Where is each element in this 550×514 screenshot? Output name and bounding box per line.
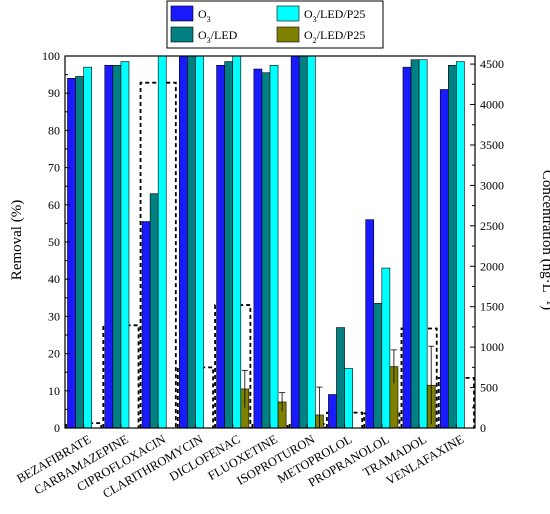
legend-label: O3 (198, 7, 211, 24)
y-tick-label: 10 (48, 384, 60, 398)
bar-o3-led-isoproturon (298, 55, 308, 429)
concentration-bar-metoprolol (326, 411, 364, 428)
y-tick-label: 60 (48, 198, 60, 212)
bar-o3-led-p25-diclofenac (232, 55, 242, 429)
error-bar-o2-led-p25-isoproturon (316, 386, 323, 428)
y2-tick-label: 1000 (480, 340, 504, 354)
bar-o3-led-p25-tramadol (418, 59, 428, 429)
legend-item-o2-led-p25: O2/LED/P25 (276, 26, 365, 45)
y-tick-label: 100 (42, 49, 60, 63)
y-tick-label: 40 (48, 272, 60, 286)
legend-item-o3-led: O3/LED (170, 26, 238, 45)
bar-o3-carbamazepine (104, 65, 114, 429)
y2-tick-label: 4000 (480, 98, 504, 112)
concentration-bar-propranolol (363, 412, 401, 428)
bar-o3-led-p25-carbamazepine (120, 61, 130, 429)
bar-o3-led-p25-propranolol (381, 267, 391, 429)
legend-label: O2/LED/P25 (304, 28, 365, 45)
y2-tick-label: 500 (480, 381, 498, 395)
legend-swatch (170, 26, 194, 43)
bar-o3-tramadol (402, 66, 412, 429)
bar-o3-led-venlafaxine (447, 65, 457, 429)
bar-o3-clarithromycin (179, 55, 188, 429)
legend-swatch (276, 5, 300, 22)
y2-tick-label: 2000 (480, 259, 504, 273)
bar-o3-fluoxetine (253, 68, 263, 429)
y-tick-label: 70 (48, 161, 60, 175)
y-tick-label: 0 (54, 421, 60, 435)
bar-o3-led-bezafibrate (75, 76, 84, 429)
bar-o3-venlafaxine (439, 89, 449, 429)
error-bar-o2-led-p25-propranolol (390, 349, 397, 384)
bar-o3-led-diclofenac (224, 61, 234, 429)
bar-o3-diclofenac (216, 65, 225, 429)
bar-o3-led-p25-ciprofloxacin (157, 55, 167, 429)
y2-tick-label: 1500 (480, 300, 504, 314)
bar-o3-led-p25-fluoxetine (269, 65, 279, 429)
bar-o3-led-carbamazepine (112, 65, 122, 429)
bar-o3-led-p25-venlafaxine (456, 61, 465, 429)
bar-o3-led-propranolol (373, 303, 383, 429)
bar-o3-led-tramadol (410, 59, 420, 429)
concentration-bar-ciprofloxacin (139, 81, 177, 428)
legend-label: O3/LED (198, 28, 238, 45)
legend-item-o3: O3 (170, 5, 211, 24)
y2-tick-label: 2500 (480, 219, 504, 233)
bar-o3-metoprolol (328, 394, 337, 429)
bar-o3-led-p25-isoproturon (306, 55, 316, 429)
legend-swatch (276, 26, 300, 43)
legend-swatch (170, 5, 194, 22)
error-bar-o2-led-p25-diclofenac (241, 369, 248, 408)
y-tick-label: 50 (48, 235, 60, 249)
removal-bars (67, 55, 465, 429)
error-bar-o2-led-p25-fluoxetine (279, 392, 286, 412)
y-tick-label: 90 (48, 86, 60, 100)
bar-o3-led-fluoxetine (261, 72, 271, 429)
y-tick-label: 20 (48, 347, 60, 361)
y-tick-label: 30 (48, 309, 60, 323)
y2-tick-label: 0 (480, 421, 486, 435)
bar-o3-led-p25-bezafibrate (83, 66, 93, 429)
bar-o3-led-metoprolol (336, 327, 345, 429)
y2-axis-label: Concentration (ng·L⁻¹) (539, 170, 550, 310)
bar-o3-led-p25-metoprolol (344, 368, 353, 429)
legend: O3 O3/LED O3/LED/P25 O2/LED/P25 (166, 0, 384, 49)
bar-o3-led-ciprofloxacin (149, 193, 159, 429)
y-axis-label: Removal (%) (9, 200, 25, 280)
bar-o3-isoproturon (290, 55, 300, 429)
bar-o3-led-clarithromycin (187, 55, 196, 429)
y-tick-label: 80 (48, 123, 60, 137)
legend-box (166, 0, 384, 49)
y2-tick-label: 3000 (480, 178, 504, 192)
bar-o3-ciprofloxacin (141, 221, 151, 429)
bar-o3-led-p25-clarithromycin (195, 55, 204, 429)
bar-o3-propranolol (365, 219, 375, 429)
legend-item-o3-led-p25: O3/LED/P25 (276, 5, 365, 24)
error-bar-o2-led-p25-tramadol (428, 345, 435, 425)
y2-tick-label: 4500 (480, 57, 504, 71)
y2-tick-label: 3500 (480, 138, 504, 152)
legend-label: O3/LED/P25 (304, 7, 365, 24)
concentration-bar-tramadol (400, 327, 438, 428)
